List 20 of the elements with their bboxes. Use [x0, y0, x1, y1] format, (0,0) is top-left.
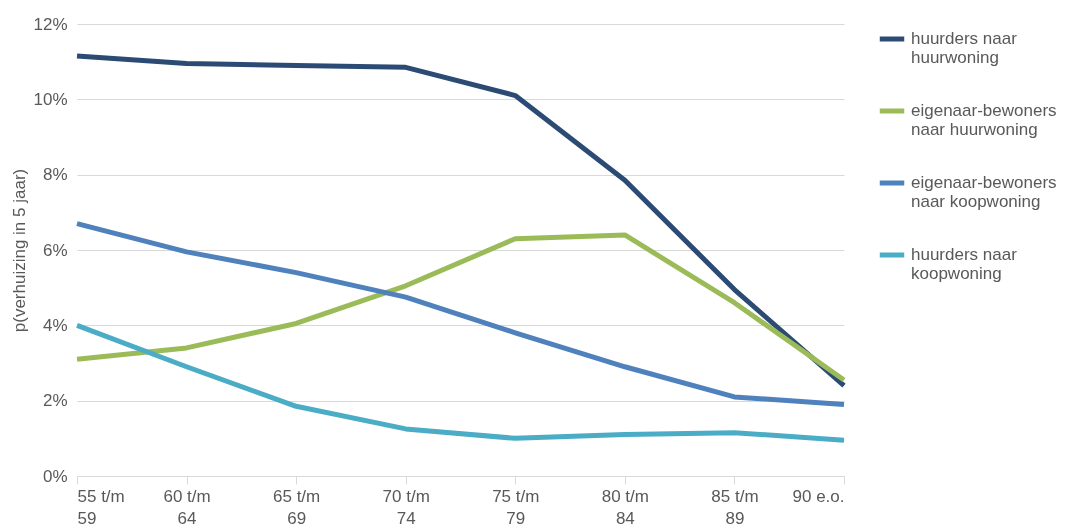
legend-label: huurders naar huurwoning	[911, 29, 1018, 67]
y-tick-label: 4%	[42, 315, 68, 335]
x-tick-label: 80 t/m 84	[601, 486, 649, 528]
x-tick-label: 70 t/m 74	[382, 486, 430, 528]
x-tick-label: 85 t/m 89	[711, 486, 759, 528]
legend-label: eigenaar-bewoners naar koopwoning	[911, 173, 1057, 211]
x-tick-label: 55 t/m 59	[77, 486, 125, 528]
legend-label: eigenaar-bewoners naar huurwoning	[911, 101, 1057, 139]
x-tick-label: 75 t/m 79	[492, 486, 540, 528]
y-tick-label: 12%	[33, 14, 68, 34]
x-tick-label: 65 t/m 69	[273, 486, 321, 528]
y-tick-label: 10%	[33, 89, 68, 109]
x-tick-label: 90 e.o.	[792, 486, 845, 506]
y-tick-label: 0%	[42, 466, 68, 486]
legend-label: huurders naar koopwoning	[911, 245, 1018, 283]
y-tick-label: 8%	[42, 165, 68, 185]
x-tick-label: 60 t/m 64	[163, 486, 211, 528]
y-tick-label: 2%	[42, 391, 68, 411]
y-axis-title: p(verhuizing in 5 jaar)	[10, 168, 30, 333]
y-tick-label: 6%	[42, 240, 68, 260]
